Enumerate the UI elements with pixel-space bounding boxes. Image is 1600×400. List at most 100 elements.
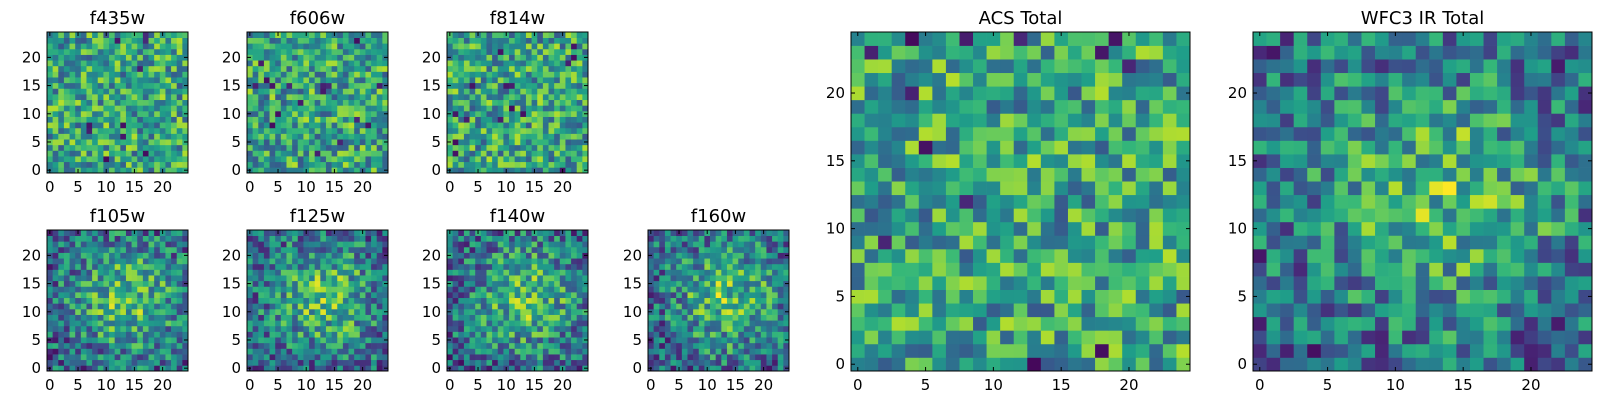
- heatmap-cell: [337, 71, 344, 78]
- heatmap-cell: [447, 105, 453, 112]
- heatmap-cell: [320, 286, 327, 293]
- heatmap-cell: [109, 105, 116, 112]
- heatmap-cell: [131, 280, 138, 287]
- heatmap-cell: [137, 354, 144, 361]
- heatmap-cell: [475, 156, 482, 163]
- heatmap-cell: [52, 156, 59, 163]
- heatmap-cell: [120, 308, 127, 315]
- heatmap-cell: [537, 37, 544, 44]
- heatmap-cell: [154, 88, 161, 95]
- heatmap-cell: [382, 99, 389, 106]
- heatmap-cell: [664, 359, 671, 366]
- heatmap-cell: [280, 48, 287, 55]
- heatmap-cell: [75, 241, 82, 248]
- heatmap-cell: [69, 348, 76, 355]
- heatmap-cell: [469, 269, 476, 276]
- heatmap-cell: [548, 320, 555, 327]
- heatmap-cell: [732, 286, 739, 293]
- heatmap-cell: [92, 280, 99, 287]
- heatmap-cell: [458, 320, 465, 327]
- heatmap-cell: [766, 331, 773, 338]
- axes-frame: [446, 229, 589, 372]
- heatmap-cell: [755, 354, 762, 361]
- heatmap-cell: [309, 342, 316, 349]
- heatmap-cell: [537, 241, 544, 248]
- heatmap-cell: [58, 77, 65, 84]
- heatmap-cell: [749, 314, 756, 321]
- heatmap-cell: [92, 48, 99, 55]
- heatmap-cell: [571, 331, 578, 338]
- heatmap-cell: [559, 241, 566, 248]
- heatmap-cell: [755, 320, 762, 327]
- heatmap-cell: [653, 246, 660, 253]
- heatmap-cell: [52, 241, 59, 248]
- heatmap-cell: [576, 127, 583, 134]
- heatmap-cell: [509, 43, 516, 50]
- heatmap-cell: [537, 88, 544, 95]
- heatmap-cell: [354, 286, 361, 293]
- heatmap-cell: [772, 354, 779, 361]
- heatmap-cell: [726, 354, 733, 361]
- heatmap-cell: [275, 354, 282, 361]
- heatmap-cell: [382, 144, 389, 151]
- heatmap-cell: [247, 122, 253, 129]
- heatmap-cell: [109, 144, 116, 151]
- heatmap-cell: [486, 342, 493, 349]
- heatmap-cell: [463, 286, 470, 293]
- heatmap-cell: [148, 258, 155, 265]
- heatmap-cell: [86, 60, 93, 67]
- heatmap-cell: [710, 230, 717, 236]
- heatmap-cell: [297, 82, 304, 89]
- heatmap-cell: [732, 258, 739, 265]
- heatmap-cell: [86, 275, 93, 282]
- heatmap-cell: [159, 348, 166, 355]
- heatmap-cell: [182, 144, 189, 151]
- heatmap-cell: [69, 241, 76, 248]
- heatmap-cell: [269, 286, 276, 293]
- heatmap-cell: [137, 167, 144, 174]
- heatmap-cell: [1149, 330, 1164, 345]
- heatmap-cell: [120, 60, 127, 67]
- heatmap-cell: [120, 246, 127, 253]
- heatmap-cell: [1040, 276, 1055, 290]
- heatmap-cell: [648, 331, 654, 338]
- heatmap-cell: [92, 156, 99, 163]
- heatmap-cell: [1149, 303, 1164, 318]
- heatmap-cell: [331, 122, 338, 129]
- heatmap-cell: [760, 246, 767, 253]
- heatmap-cell: [292, 139, 299, 146]
- heatmap-cell: [458, 88, 465, 95]
- heatmap-cell: [80, 359, 87, 366]
- heatmap-cell: [463, 258, 470, 265]
- heatmap-cell: [783, 359, 790, 366]
- heatmap-cell: [670, 263, 677, 270]
- heatmap-cell: [75, 60, 82, 67]
- heatmap-cell: [721, 359, 728, 366]
- heatmap-cell: [514, 105, 521, 112]
- heatmap-cell: [732, 331, 739, 338]
- heatmap-cell: [497, 144, 504, 151]
- heatmap-cell: [447, 258, 453, 265]
- heatmap-cell: [503, 122, 510, 129]
- heatmap-cell: [520, 110, 527, 117]
- heatmap-cell: [509, 156, 516, 163]
- heatmap-cell: [1081, 181, 1096, 196]
- heatmap-cell: [537, 110, 544, 117]
- heatmap-cell: [376, 94, 383, 101]
- heatmap-cell: [452, 77, 459, 84]
- heatmap-cell: [537, 331, 544, 338]
- heatmap-cell: [86, 94, 93, 101]
- heatmap-cell: [69, 303, 76, 310]
- heatmap-cell: [154, 297, 161, 304]
- heatmap-cell: [525, 292, 532, 299]
- heatmap-cell: [777, 365, 784, 372]
- heatmap-cell: [92, 133, 99, 140]
- heatmap-cell: [766, 258, 773, 265]
- heatmap-cell: [664, 263, 671, 270]
- heatmap-cell: [525, 230, 532, 236]
- heatmap-cell: [463, 331, 470, 338]
- heatmap-cell: [559, 133, 566, 140]
- heatmap-cell: [648, 269, 654, 276]
- y-tick-label: 0: [31, 161, 41, 179]
- heatmap-cell: [458, 342, 465, 349]
